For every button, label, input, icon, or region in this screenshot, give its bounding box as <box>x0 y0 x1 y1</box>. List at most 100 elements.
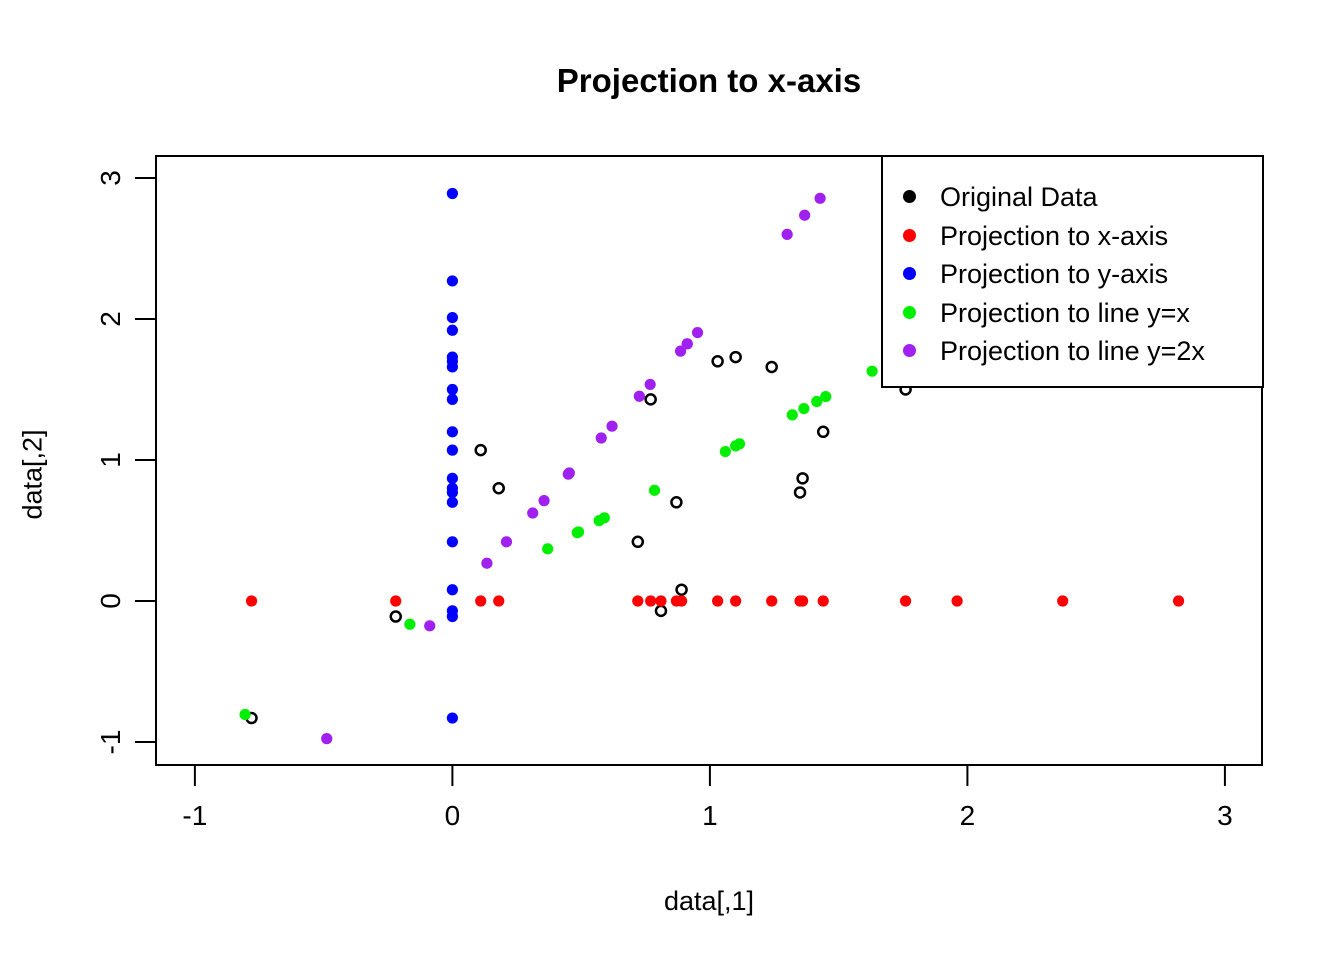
legend-item-projection-line-y2x: Projection to line y=2x <box>883 337 1262 365</box>
point-projection-to-x-axis <box>951 595 963 607</box>
point-projection-to-line-y-x <box>719 445 731 458</box>
point-projection-to-x-axis <box>1297 595 1308 606</box>
point-original-data <box>474 443 487 457</box>
legend-marker-original-data-icon <box>903 190 916 203</box>
point-projection-to-y-axis <box>446 187 458 200</box>
point-projection-to-x-axis <box>766 595 778 607</box>
point-projection-to-line-y-2x <box>691 326 704 339</box>
point-projection-to-line-y-2x <box>674 345 687 357</box>
point-projection-to-line-y-x <box>571 527 583 539</box>
point-projection-to-line-y-x <box>593 515 605 527</box>
point-projection-to-x-axis <box>900 595 912 607</box>
x-tick-label: 0 <box>445 800 461 831</box>
point-projection-to-line-y-2x <box>644 378 656 391</box>
point-projection-to-y-axis <box>446 536 458 548</box>
point-original-data <box>654 604 668 618</box>
point-projection-to-line-y-2x <box>527 507 539 519</box>
point-original-data <box>1297 325 1307 335</box>
point-original-data <box>670 496 683 509</box>
point-projection-to-line-y-x <box>866 365 878 377</box>
point-original-data <box>711 355 724 368</box>
x-tick-label: 1 <box>702 800 718 831</box>
point-projection-to-y-axis <box>446 275 458 287</box>
x-tick-label: 2 <box>960 800 976 831</box>
legend: Original Data Projection to x-axis Proje… <box>881 155 1264 388</box>
point-projection-to-line-y-x <box>811 395 823 408</box>
point-projection-to-line-y-2x <box>799 209 811 221</box>
axis-ticks: -1 0 1 2 3 -1 0 1 2 3 <box>95 170 1233 831</box>
point-projection-to-y-axis <box>446 444 458 456</box>
point-original-data <box>729 350 742 364</box>
point-original-data <box>492 481 505 495</box>
legend-marker-projection-x-icon <box>903 229 916 242</box>
point-projection-to-line-y-x <box>798 402 810 415</box>
legend-label: Projection to line y=x <box>940 298 1190 328</box>
point-projection-to-y-axis <box>446 496 458 508</box>
point-projection-to-x-axis <box>712 595 724 607</box>
legend-marker-projection-line-y2x-icon <box>903 344 916 357</box>
point-original-data <box>796 472 809 485</box>
point-projection-to-x-axis <box>493 595 505 607</box>
x-tick-label: -1 <box>182 800 207 831</box>
point-projection-to-x-axis <box>245 595 258 607</box>
point-projection-to-y-axis <box>446 393 458 405</box>
point-projection-to-x-axis <box>645 595 657 607</box>
point-projection-to-line-y-x <box>820 390 832 403</box>
legend-item-projection-y: Projection to y-axis <box>883 260 1262 288</box>
legend-label: Projection to y-axis <box>940 259 1169 289</box>
point-projection-to-line-y-2x <box>563 467 575 479</box>
point-projection-to-line-y-2x <box>595 432 607 444</box>
point-original-data <box>816 425 830 439</box>
legend-item-projection-x: Projection to x-axis <box>883 222 1262 250</box>
point-projection-to-x-axis <box>390 595 402 607</box>
point-projection-to-y-axis <box>446 361 458 373</box>
point-projection-to-x-axis <box>655 595 667 607</box>
point-projection-to-x-axis <box>817 595 829 607</box>
point-projection-to-x-axis <box>1057 595 1069 607</box>
legend-label: Projection to line y=2x <box>940 336 1205 366</box>
point-projection-to-line-y-x <box>648 484 661 496</box>
legend-item-projection-line-yx: Projection to line y=x <box>883 299 1262 327</box>
point-projection-to-line-y-2x <box>606 420 618 432</box>
point-projection-to-line-y-2x <box>814 192 826 204</box>
point-projection-to-line-y-2x <box>500 536 513 548</box>
point-projection-to-line-y-x <box>542 543 554 555</box>
point-projection-to-line-y-x <box>733 438 746 450</box>
y-tick-label: 3 <box>95 170 126 186</box>
point-original-data <box>793 486 807 499</box>
y-tick-label: 2 <box>95 311 126 327</box>
legend-marker-projection-line-yx-icon <box>903 306 916 319</box>
point-projection-to-x-axis <box>475 595 487 607</box>
legend-label: Projection to x-axis <box>940 221 1169 251</box>
point-original-data <box>644 393 657 406</box>
point-projection-to-x-axis <box>1172 595 1185 607</box>
point-projection-to-x-axis <box>675 595 688 607</box>
legend-item-original-data: Original Data <box>883 183 1262 211</box>
point-projection-to-x-axis <box>632 595 644 607</box>
chart-title: Projection to x-axis <box>556 62 862 99</box>
point-projection-to-line-y-x <box>786 409 798 421</box>
point-projection-to-y-axis <box>446 426 458 438</box>
point-projection-to-line-y-2x <box>867 136 878 147</box>
legend-marker-projection-y-icon <box>903 267 916 280</box>
point-projection-to-x-axis <box>730 595 742 607</box>
point-projection-to-line-y-2x <box>633 390 645 402</box>
point-projection-to-line-y-2x <box>481 557 493 569</box>
point-projection-to-line-y-x <box>404 618 416 630</box>
data-points-layer <box>239 136 1308 745</box>
x-tick-label: 3 <box>1217 800 1233 831</box>
point-projection-to-line-y-2x <box>538 495 550 507</box>
point-original-data <box>389 610 402 623</box>
point-projection-to-y-axis <box>446 351 458 363</box>
y-tick-label: 0 <box>95 593 126 609</box>
point-projection-to-y-axis <box>446 324 458 336</box>
point-projection-to-y-axis <box>446 486 458 499</box>
point-projection-to-y-axis <box>446 584 458 596</box>
point-projection-to-line-y-2x <box>424 620 436 632</box>
point-original-data <box>631 535 645 549</box>
point-projection-to-y-axis <box>446 712 458 724</box>
point-projection-to-line-y-2x <box>781 228 793 240</box>
y-tick-label: -1 <box>95 730 126 755</box>
point-projection-to-y-axis <box>446 605 458 617</box>
